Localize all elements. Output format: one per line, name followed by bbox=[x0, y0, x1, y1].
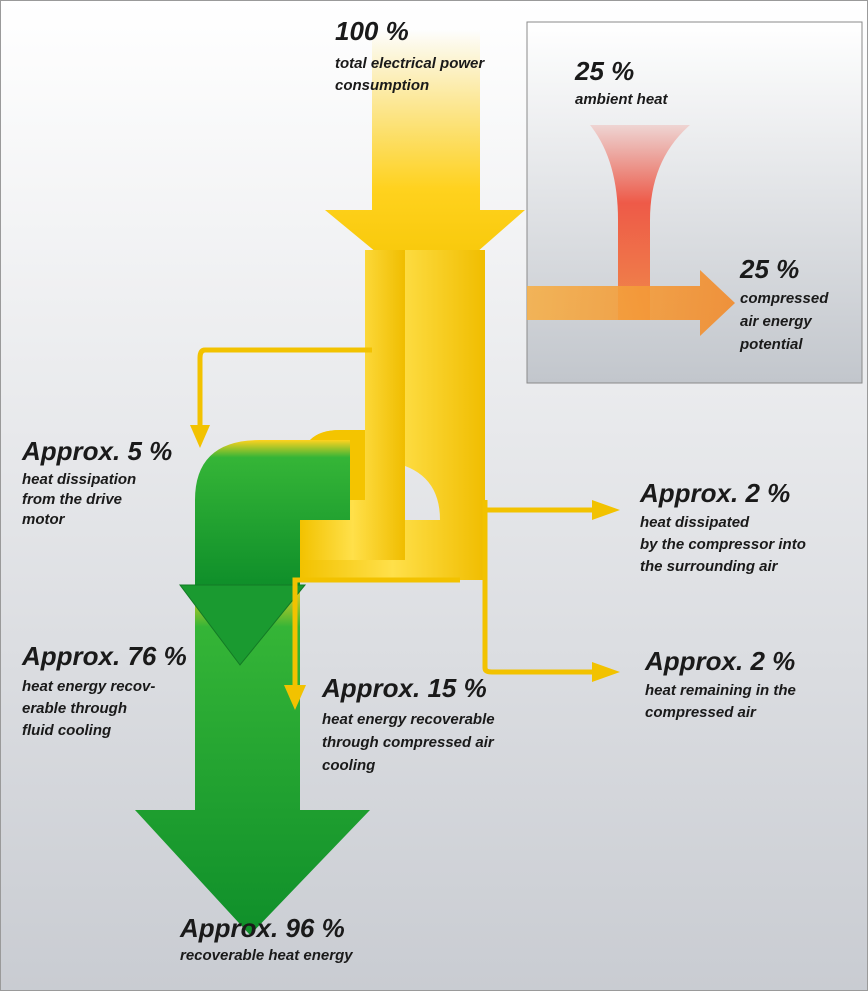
description: heat dissipated bbox=[640, 514, 750, 531]
value-label: 25 % bbox=[739, 254, 799, 284]
value-label: Approx. 2 % bbox=[639, 478, 790, 508]
description: heat dissipation bbox=[22, 471, 136, 488]
description: fluid cooling bbox=[22, 722, 111, 739]
value-label: Approx. 5 % bbox=[21, 436, 172, 466]
description: through compressed air bbox=[322, 734, 495, 751]
value-label: Approx. 15 % bbox=[321, 673, 487, 703]
description: erable through bbox=[22, 700, 127, 717]
value-label: Approx. 2 % bbox=[644, 646, 795, 676]
green-arrow bbox=[135, 585, 370, 935]
value-label: Approx. 76 % bbox=[21, 641, 187, 671]
value-label: 100 % bbox=[335, 16, 409, 46]
description: motor bbox=[22, 511, 66, 528]
description: heat energy recoverable bbox=[322, 711, 495, 728]
description: from the drive bbox=[22, 491, 122, 508]
compressed-air-arrow bbox=[527, 270, 735, 336]
description: total electrical power bbox=[335, 55, 485, 72]
thin-arrows bbox=[197, 347, 595, 690]
description: compressed bbox=[740, 290, 829, 307]
description: heat remaining in the bbox=[645, 682, 796, 699]
green-bend bbox=[195, 440, 350, 585]
description: air energy bbox=[740, 313, 812, 330]
input-arrow bbox=[325, 30, 525, 295]
description: potential bbox=[739, 336, 803, 353]
description: recoverable heat energy bbox=[180, 947, 353, 964]
description: ambient heat bbox=[575, 91, 669, 108]
description: compressed air bbox=[645, 704, 757, 721]
description: the surrounding air bbox=[640, 558, 779, 575]
value-label: 25 % bbox=[574, 56, 634, 86]
value-label: Approx. 96 % bbox=[179, 913, 345, 943]
description: by the compressor into bbox=[640, 536, 806, 553]
inset-box bbox=[526, 21, 863, 384]
ambient-heat-flow bbox=[590, 125, 690, 320]
description: heat energy recov- bbox=[22, 678, 155, 695]
green-arrow-head bbox=[179, 584, 307, 666]
description: cooling bbox=[322, 757, 375, 774]
description: consumption bbox=[335, 77, 429, 94]
thin-arrow-heads bbox=[190, 425, 620, 710]
labels: 100 % total electrical power consumption 25… bbox=[21, 16, 829, 964]
